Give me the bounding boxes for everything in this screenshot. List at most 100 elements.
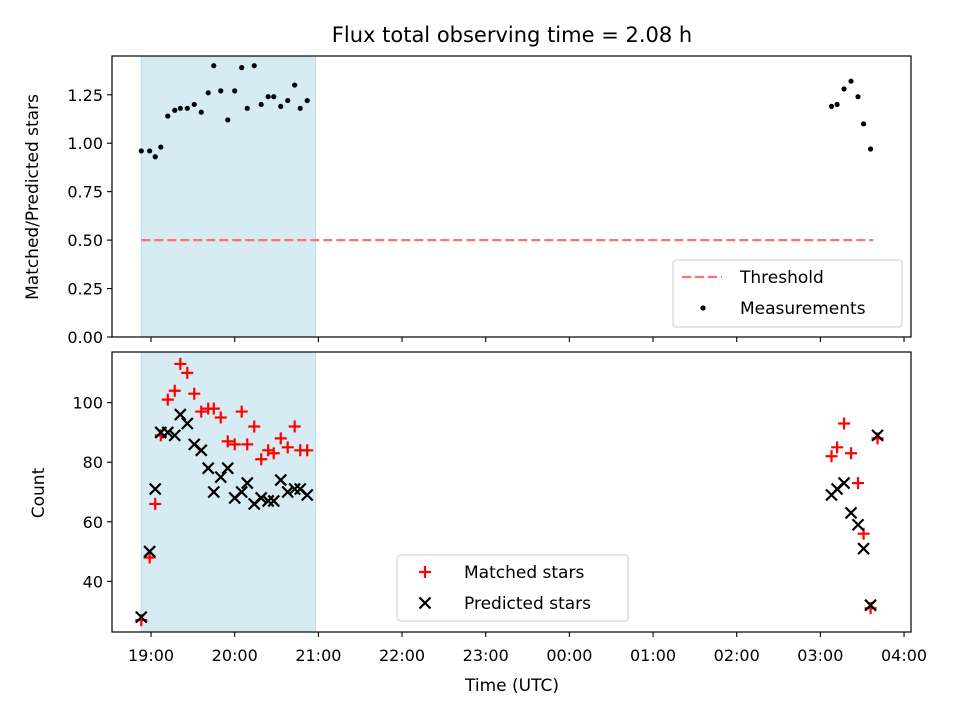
measurements-point [165, 113, 171, 119]
matched-stars-point [221, 435, 234, 448]
measurements-point [177, 105, 183, 111]
predicted-stars-point [844, 506, 858, 520]
predicted-stars-point [871, 429, 884, 442]
measurements-point [218, 88, 224, 94]
legend-matched-swatch [419, 566, 431, 578]
matched-stars-point [281, 441, 294, 454]
measurements-point [292, 82, 298, 88]
ratio-panel-y-tick-label: 0.75 [67, 183, 103, 202]
matched-stars-point [149, 497, 162, 510]
matched-stars-point [838, 417, 851, 430]
predicted-stars-point [240, 476, 254, 490]
matched-stars-point [207, 402, 220, 415]
measurements-point [285, 97, 291, 104]
predicted-stars-point [135, 610, 148, 624]
measurements-point [239, 65, 245, 71]
matched-stars-point [267, 447, 280, 460]
chart-title: Flux total observing time = 2.08 h [332, 23, 692, 47]
matched-stars-point [274, 432, 287, 445]
measurements-point [278, 103, 284, 109]
legend-measurements-swatch [700, 305, 706, 311]
ratio-panel-legend [672, 259, 903, 328]
ratio-panel-y-tick-label: 0.50 [67, 231, 103, 250]
predicted-stars-point [181, 417, 194, 430]
matched-stars-point [174, 357, 187, 370]
x-tick-label: 22:00 [379, 646, 425, 665]
measurements-point [184, 105, 190, 111]
matched-stars-point [248, 420, 261, 433]
measurements-point [867, 146, 874, 152]
predicted-stars-point [288, 482, 301, 496]
predicted-stars-point [281, 485, 294, 499]
legend-predicted-swatch [418, 596, 432, 610]
predicted-stars-point [300, 488, 314, 502]
count-panel-y-tick-label: 40 [83, 572, 103, 591]
matched-stars-point [235, 405, 248, 418]
predicted-stars-point [174, 408, 187, 421]
predicted-stars-point [267, 494, 281, 508]
predicted-stars-point [837, 476, 851, 490]
measurements-point [855, 94, 861, 100]
measurements-point [265, 94, 271, 100]
ratio-panel-frame [111, 55, 912, 338]
matched-stars-point [831, 441, 844, 454]
measurements-point [205, 90, 211, 96]
ratio-panel-y-tick-label: 1.25 [67, 86, 103, 105]
count-panel-y-tick-label: 100 [72, 394, 103, 413]
predicted-stars-point [161, 426, 175, 439]
predicted-stars-point [168, 429, 182, 442]
predicted-stars-point [254, 491, 268, 505]
predicted-stars-point [857, 542, 870, 555]
measurements-point [834, 101, 840, 108]
measurements-point [828, 103, 835, 109]
x-tick-label: 19:00 [128, 646, 174, 665]
measurements-point [244, 105, 250, 111]
measurements-point [225, 117, 231, 123]
predicted-stars-point [214, 470, 228, 484]
measurements-point [297, 105, 303, 111]
x-tick-label: 01:00 [630, 646, 676, 665]
ratio-panel-y-tick-label: 1.00 [67, 134, 103, 153]
matched-stars-point [214, 411, 227, 424]
predicted-stars-point [221, 461, 235, 475]
measurements-point [848, 78, 854, 84]
count-panel-y-tick-label: 80 [83, 453, 103, 472]
predicted-stars-point [148, 482, 162, 496]
predicted-stars-point [235, 485, 248, 499]
legend-predicted-stars-label: Predicted stars [464, 594, 591, 614]
x-tick-label: 23:00 [463, 646, 509, 665]
x-tick-label: 04:00 [881, 646, 927, 665]
measurements-point [251, 63, 257, 69]
matched-stars-point [852, 477, 865, 490]
x-tick-label: 00:00 [546, 646, 592, 665]
measurements-point [152, 154, 158, 160]
legend-threshold-label: Threshold [739, 268, 824, 288]
x-axis-label: Time (UTC) [464, 676, 559, 696]
plot-layer: 0.00 0.25 0.50 0.75 1.00 1.25 Threshold Measure… [67, 55, 927, 665]
matched-stars-point [161, 393, 174, 406]
measurements-point [191, 101, 197, 108]
matched-stars-point [845, 447, 858, 460]
predicted-stars-point [201, 461, 215, 475]
matched-stars-point [195, 405, 208, 418]
ratio-panel-y-tick-label: 0.25 [67, 280, 103, 299]
predicted-stars-point [194, 444, 208, 457]
measurements-point [198, 109, 204, 115]
x-tick-label: 20:00 [212, 646, 258, 665]
measurements-point [158, 144, 164, 150]
measurements-point [304, 97, 310, 104]
predicted-stars-point [143, 545, 156, 558]
matched-stars-point [188, 387, 201, 400]
measurements-point [860, 121, 867, 127]
ratio-panel-observing-span [140, 55, 317, 338]
predicted-stars-point [851, 518, 865, 532]
measurements-point [211, 63, 217, 69]
predicted-stars-point [864, 598, 877, 612]
matched-stars-point [181, 366, 194, 379]
legend-measurements-label: Measurements [740, 299, 866, 319]
top-y-axis-label: Matched/Predicted stars [23, 94, 43, 300]
measurements-point [147, 148, 153, 154]
measurements-point [271, 94, 277, 100]
measurements-point [841, 86, 847, 92]
